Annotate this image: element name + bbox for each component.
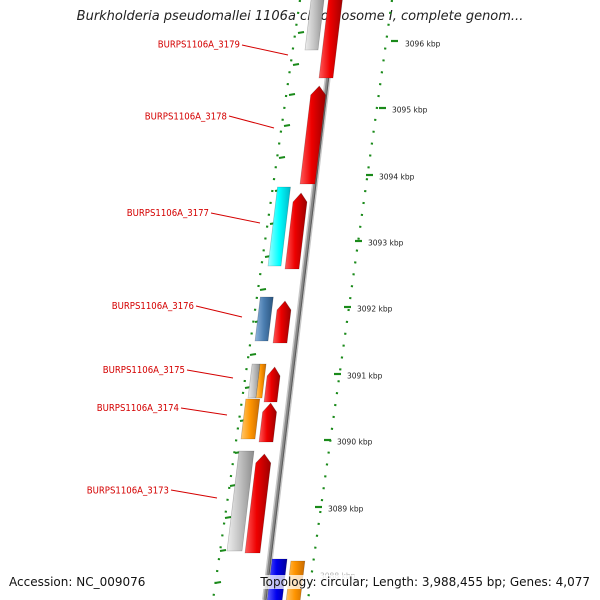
gene-arrow[interactable]	[304, 0, 325, 51]
kbp-tick-label: 3094 kbp	[379, 173, 415, 182]
locus-leader-line	[186, 369, 234, 379]
gene-arrow[interactable]	[272, 300, 292, 344]
gene-arrow[interactable]	[226, 450, 255, 552]
locus-label[interactable]: BURPS1106A_3174	[97, 403, 179, 414]
locus-leader-line	[180, 407, 228, 416]
locus-leader-line	[170, 489, 218, 499]
kbp-tick-label: 3091 kbp	[347, 372, 383, 381]
gene-arrow[interactable]	[254, 296, 274, 342]
gene-track	[226, 0, 344, 600]
kbp-tick-label: 3093 kbp	[368, 239, 404, 248]
locus-label[interactable]: BURPS1106A_3179	[158, 40, 240, 51]
ruler-line	[211, 0, 302, 600]
ruler-ticks	[214, 31, 398, 584]
gene-arrow[interactable]	[284, 192, 308, 270]
locus-leader-line	[241, 44, 289, 56]
locus-leaders	[170, 44, 289, 499]
genome-summary-text: Topology: circular; Length: 3,988,455 bp…	[258, 575, 590, 589]
locus-leader-line	[228, 115, 275, 129]
ruler-tick	[224, 516, 232, 519]
ruler-tick	[288, 93, 296, 96]
ruler-line	[306, 0, 394, 600]
ruler-tick	[278, 156, 286, 159]
ruler-dots	[211, 0, 394, 600]
gene-arrow[interactable]	[255, 363, 267, 399]
ruler-tick	[283, 124, 291, 127]
locus-label[interactable]: BURPS1106A_3173	[87, 486, 169, 497]
gene-arrow[interactable]	[299, 85, 327, 185]
ruler-tick	[292, 63, 300, 66]
accession-text: Accession: NC_009076	[9, 575, 146, 589]
locus-label[interactable]: BURPS1106A_3175	[103, 365, 185, 376]
gene-arrow[interactable]	[318, 0, 344, 79]
gene-arrow[interactable]	[263, 366, 281, 403]
gene-arrow[interactable]	[258, 402, 277, 443]
gene-arrow[interactable]	[267, 186, 291, 267]
ruler-tick	[249, 353, 257, 356]
ruler-tick	[214, 581, 222, 584]
locus-label[interactable]: BURPS1106A_3178	[145, 112, 227, 123]
kbp-tick-label: 3092 kbp	[357, 305, 393, 314]
locus-leader-line	[210, 212, 261, 224]
locus-leader-line	[195, 305, 243, 318]
kbp-tick-label: 3096 kbp	[405, 40, 441, 49]
ruler-tick	[259, 288, 267, 291]
gene-arrow[interactable]	[244, 453, 272, 554]
ruler-tick	[297, 31, 305, 34]
kbp-tick-label: 3089 kbp	[328, 505, 364, 514]
kbp-tick-label: 3090 kbp	[337, 438, 373, 447]
gene-arrow[interactable]	[240, 398, 261, 440]
locus-label[interactable]: BURPS1106A_3176	[112, 301, 194, 312]
locus-label[interactable]: BURPS1106A_3177	[127, 208, 209, 219]
map-title: Burkholderia pseudomallei 1106a chromoso…	[76, 9, 524, 24]
ruler-tick	[219, 549, 227, 552]
kbp-tick-label: 3095 kbp	[392, 106, 428, 115]
